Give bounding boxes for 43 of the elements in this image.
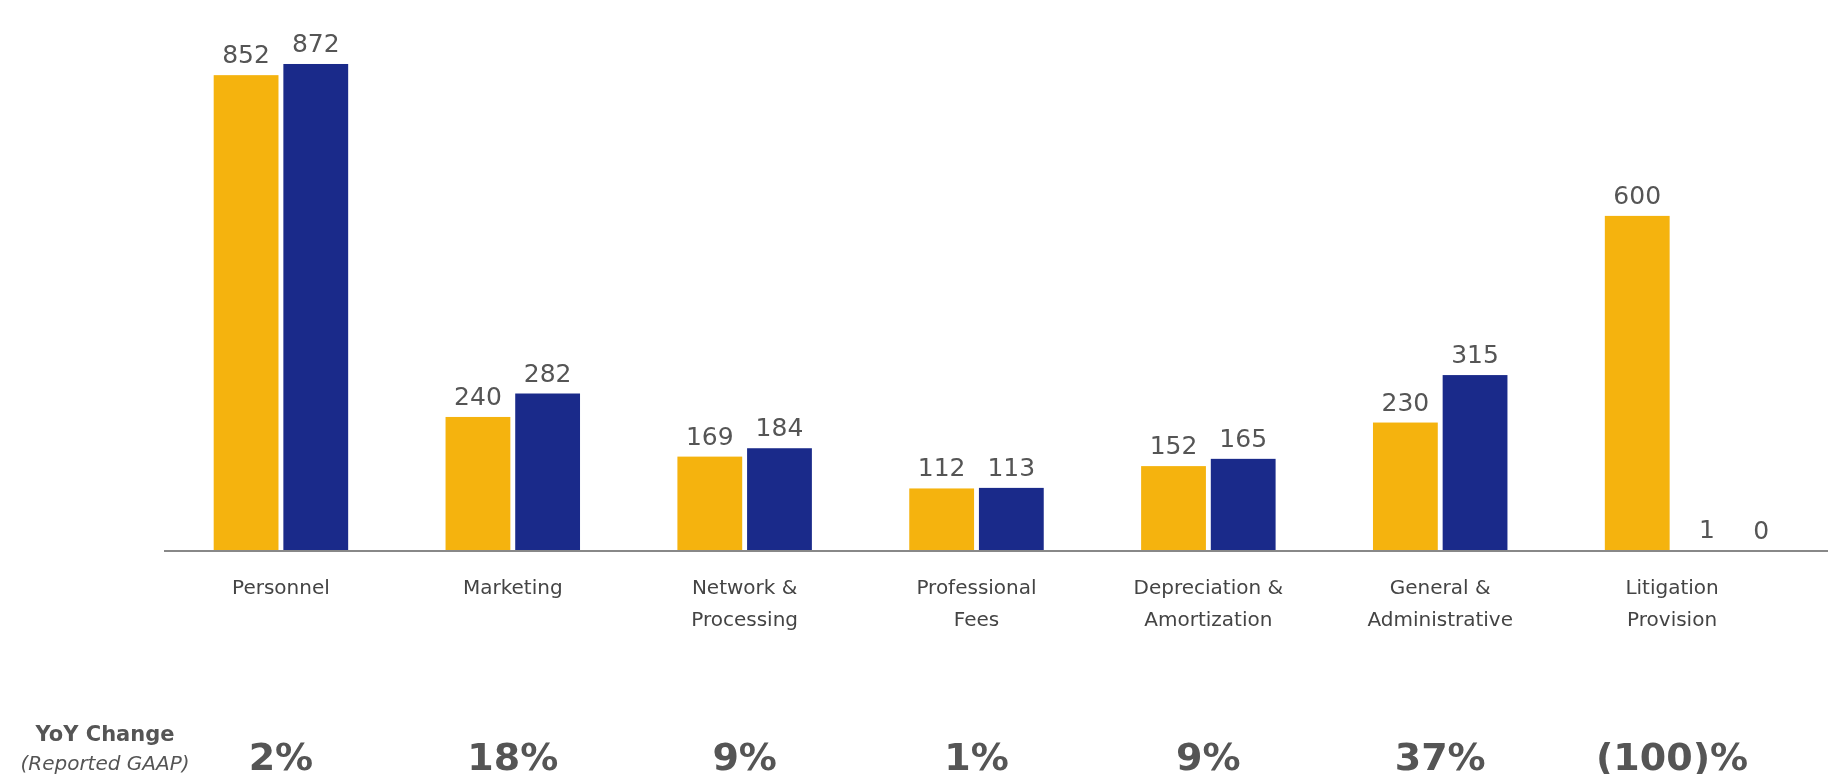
data-label: 113 [987,452,1036,482]
data-label: 240 [454,381,502,411]
data-label: 872 [291,28,340,58]
x-tick-label: Personnel [232,575,330,599]
bar [1141,466,1206,551]
data-label: 1 [1698,515,1715,545]
annotation: 0 [1753,516,1770,545]
data-label: 165 [1219,423,1268,453]
data-label: 112 [917,453,966,483]
x-tick-label: Professional Fees [916,575,1037,631]
x-tick-label: Marketing [462,575,563,599]
bar [515,393,581,551]
bar [909,488,975,551]
text: 37% [1394,735,1486,774]
x-tick-label: Network & Processing [691,575,799,631]
text: 9% [712,735,777,774]
bar [747,448,812,551]
x-tick-label: Litigation Provision [1625,575,1719,631]
text: 9% [1176,735,1241,774]
bar [1442,375,1508,551]
text: YoY Change [34,722,175,746]
bar [213,75,279,551]
text: 1% [944,735,1009,774]
data-label: 852 [222,40,270,70]
bar [1372,422,1438,551]
x-tick-label: Depreciation & Amortization [1133,575,1284,631]
bar [1604,215,1670,551]
data-label: 600 [1613,180,1662,210]
bar [978,487,1044,551]
data-label: 282 [523,358,572,388]
data-label: 184 [755,413,804,443]
bar [445,416,511,551]
data-label: 230 [1381,387,1430,417]
bar [677,456,743,551]
x-tick-label: General & Administrative [1367,575,1513,631]
bar [283,63,349,551]
text: (Reported GAAP) [20,751,190,774]
text: 2% [248,735,314,774]
data-label: 315 [1451,340,1499,370]
data-label: 152 [1149,431,1198,461]
data-label: 169 [685,421,734,451]
text: 18% [467,735,559,774]
bar [1210,458,1276,551]
